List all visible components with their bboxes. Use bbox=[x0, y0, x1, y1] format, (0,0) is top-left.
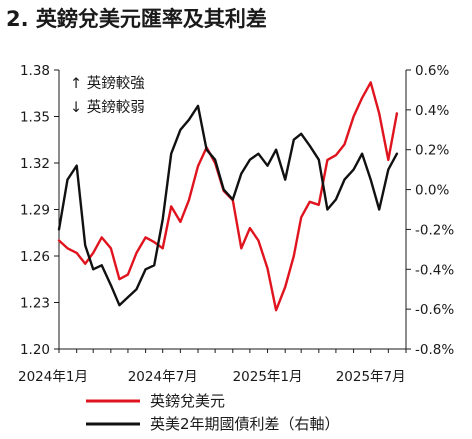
left-y-tick-label: 1.20 bbox=[20, 342, 50, 358]
right-y-ticks: 0.6% 0.4% 0.2% 0.0% -0.2% -0.4% -0.6% -0.8% bbox=[406, 63, 454, 358]
left-y-tick-label: 1.35 bbox=[20, 110, 50, 126]
chart-title: 2. 英鎊兌美元匯率及其利差 bbox=[6, 7, 267, 31]
x-tick-label: 2024年7月 bbox=[128, 369, 198, 385]
left-y-tick-label: 1.32 bbox=[20, 156, 50, 172]
legend: 英鎊兌美元 英美2年期國債利差（右軸） bbox=[86, 392, 340, 433]
left-y-tick-label: 1.38 bbox=[20, 63, 50, 79]
left-y-tick-label: 1.29 bbox=[20, 203, 50, 219]
left-y-ticks: 1.38 1.35 1.32 1.29 1.26 1.23 1.20 bbox=[20, 63, 59, 358]
annotation-stronger: ↑ 英鎊較強 bbox=[70, 74, 145, 92]
x-tick-label: 2025年7月 bbox=[336, 369, 406, 385]
right-y-tick-label: 0.6% bbox=[415, 63, 449, 79]
right-y-tick-label: -0.6% bbox=[415, 302, 454, 318]
right-y-tick-label: 0.4% bbox=[415, 103, 449, 119]
annotation-weaker: ↓ 英鎊較弱 bbox=[70, 98, 145, 116]
series-line-yield-spread bbox=[57, 104, 399, 307]
legend-label-yield-spread: 英美2年期國債利差（右軸） bbox=[150, 415, 340, 433]
right-y-tick-label: 0.2% bbox=[415, 143, 449, 159]
legend-label-gbp-usd: 英鎊兌美元 bbox=[150, 392, 225, 410]
x-tick-label: 2024年1月 bbox=[18, 369, 88, 385]
left-y-tick-label: 1.23 bbox=[20, 296, 50, 312]
series-line-gbp-usd bbox=[57, 81, 399, 312]
plot-area bbox=[57, 81, 399, 312]
right-y-tick-label: 0.0% bbox=[415, 183, 449, 199]
right-y-tick-label: -0.4% bbox=[415, 262, 454, 278]
right-y-tick-label: -0.8% bbox=[415, 342, 454, 358]
left-y-tick-label: 1.26 bbox=[20, 249, 50, 265]
x-axis-ticks: 2024年1月 2024年7月 2025年1月 2025年7月 bbox=[18, 349, 407, 385]
right-y-tick-label: -0.2% bbox=[415, 222, 454, 238]
x-tick-label: 2025年1月 bbox=[233, 369, 303, 385]
